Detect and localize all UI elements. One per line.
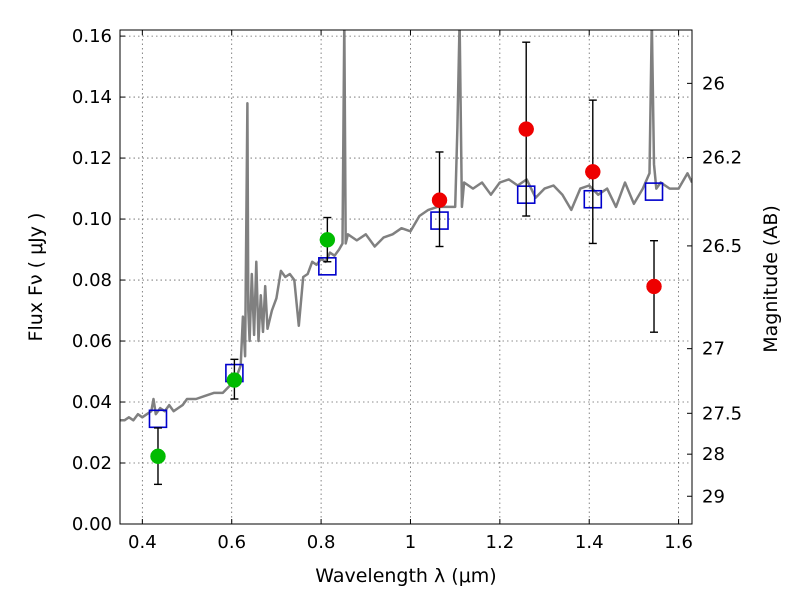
x-tick-label: 0.4	[128, 532, 157, 553]
y-tick-label: 0.14	[72, 87, 112, 108]
x-tick-label: 1.6	[664, 532, 693, 553]
right-tick-label: 27	[702, 339, 725, 360]
x-axis-label: Wavelength λ (μm)	[315, 565, 496, 587]
right-axis-label: Magnitude (AB)	[760, 205, 782, 353]
green-data-point	[150, 448, 166, 465]
y-tick-label: 0.16	[72, 26, 112, 47]
x-tick-label: 1.2	[486, 532, 515, 553]
right-tick-label: 26.5	[702, 236, 742, 257]
green-data-point	[226, 372, 243, 388]
y-tick-label: 0.02	[72, 453, 112, 474]
green-data-point	[319, 232, 336, 248]
y-tick-label: 0.04	[72, 392, 112, 413]
right-tick-label: 29	[702, 486, 725, 507]
x-tick-label: 1.4	[575, 532, 604, 553]
x-tick-label: 0.8	[307, 532, 336, 553]
red-data-point	[518, 121, 534, 137]
x-tick-label: 0.6	[217, 532, 246, 553]
red-data-point	[646, 278, 662, 295]
y-axis-label: Flux Fν ( μJy )	[25, 213, 47, 342]
y-tick-label: 0.10	[72, 209, 112, 230]
grid-lines	[120, 30, 692, 525]
right-tick-label: 28	[702, 444, 725, 465]
right-tick-label: 26	[702, 73, 725, 94]
y-tick-label: 0.06	[72, 331, 112, 352]
x-tick-label: 1	[405, 532, 416, 553]
plot-frame	[119, 29, 693, 525]
right-tick-label: 26.2	[702, 147, 742, 168]
model-flux-square	[644, 182, 664, 201]
red-data-point	[585, 164, 601, 180]
plot-area	[120, 30, 692, 486]
y-tick-label: 0.00	[72, 514, 112, 535]
axis-ticks: 0.4 0.6 0.8 1 1.2 1.4 1.6 0.00 0.02 0.04 0.06 0.08 0…	[72, 26, 742, 553]
model-spectrum-line	[120, 30, 692, 422]
y-tick-label: 0.08	[72, 270, 112, 291]
y-tick-label: 0.12	[72, 148, 112, 169]
red-data-point	[431, 192, 448, 208]
right-tick-label: 27.5	[702, 403, 742, 424]
